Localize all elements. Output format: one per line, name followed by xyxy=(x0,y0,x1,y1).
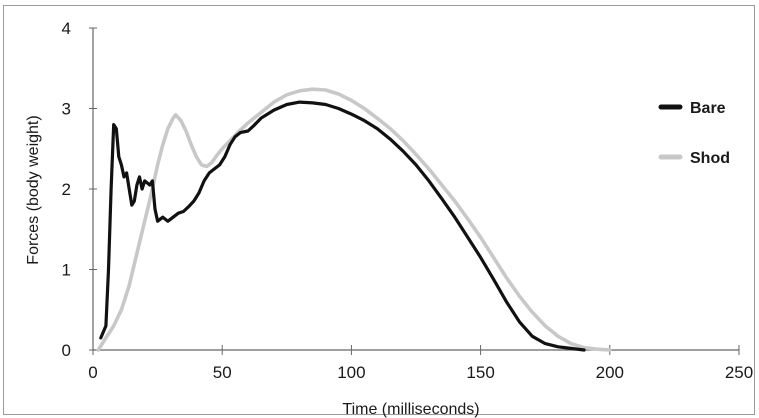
series-layer xyxy=(96,87,612,352)
legend-label-bare: Bare xyxy=(690,100,726,117)
series-line-bare xyxy=(99,100,586,352)
y-axis-title: Forces (body weight) xyxy=(25,115,42,264)
y-tick-label: 3 xyxy=(62,100,71,119)
axes: 0 1 2 3 4 0 50 100 150 200 250 xyxy=(62,19,754,382)
legend: Bare Shod xyxy=(658,100,730,167)
y-tick-label: 0 xyxy=(62,341,71,360)
x-tick-label: 150 xyxy=(466,363,494,382)
x-tick-label: 200 xyxy=(596,363,624,382)
series-line-shod xyxy=(96,87,612,352)
x-tick-label: 0 xyxy=(88,363,97,382)
chart-frame xyxy=(3,5,755,415)
y-tick-label: 2 xyxy=(62,180,71,199)
legend-label-shod: Shod xyxy=(690,150,730,167)
y-tick-label: 4 xyxy=(62,19,71,38)
x-tick-label: 250 xyxy=(725,363,753,382)
x-axis-title: Time (milliseconds) xyxy=(342,401,479,418)
x-tick-label: 50 xyxy=(213,363,232,382)
x-tick-label: 100 xyxy=(337,363,365,382)
y-tick-label: 1 xyxy=(62,261,71,280)
